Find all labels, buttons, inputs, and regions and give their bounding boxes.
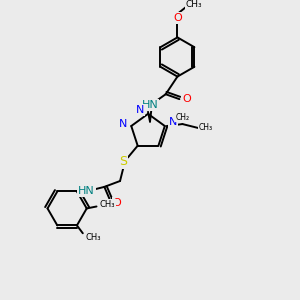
Text: HN: HN xyxy=(142,100,158,110)
Text: N: N xyxy=(119,119,128,129)
Text: O: O xyxy=(113,198,122,208)
Text: O: O xyxy=(173,13,182,23)
Text: N: N xyxy=(136,105,144,115)
Text: CH₃: CH₃ xyxy=(100,200,115,209)
Text: CH₃: CH₃ xyxy=(186,0,202,9)
Text: N: N xyxy=(169,117,177,127)
Text: HN: HN xyxy=(78,186,95,196)
Text: CH₃: CH₃ xyxy=(86,233,101,242)
Text: S: S xyxy=(119,155,127,168)
Text: O: O xyxy=(182,94,190,104)
Text: CH₃: CH₃ xyxy=(199,124,213,133)
Text: CH₂: CH₂ xyxy=(176,113,190,122)
